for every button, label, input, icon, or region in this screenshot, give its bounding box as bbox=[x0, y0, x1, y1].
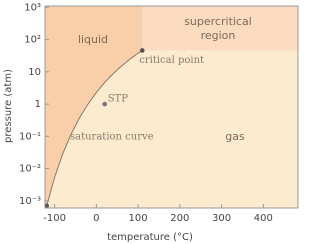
point-label: critical point bbox=[139, 55, 204, 66]
x-tick-label: -100 bbox=[43, 213, 66, 224]
y-tick-label: 1 bbox=[35, 99, 41, 110]
region-label: gas bbox=[225, 130, 245, 143]
liquid-region bbox=[45, 6, 143, 208]
x-tick-label: 200 bbox=[170, 213, 189, 224]
curve-label: saturation curve bbox=[70, 132, 154, 143]
y-tick-label: 10 bbox=[28, 67, 41, 78]
y-axis-label: pressure (atm) bbox=[3, 69, 14, 143]
plot-frame bbox=[44, 5, 299, 209]
y-tick-label: 10³ bbox=[24, 2, 41, 13]
point bbox=[139, 48, 145, 53]
x-tick-label: 100 bbox=[129, 213, 148, 224]
point bbox=[44, 203, 49, 209]
region-label: region bbox=[201, 29, 236, 42]
y-tick-label: 10⁻¹ bbox=[19, 131, 41, 142]
y-tick-label: 10² bbox=[24, 35, 41, 46]
chart: temperature (°C) pressure (atm) critical… bbox=[3, 2, 299, 243]
x-tick-label: 400 bbox=[254, 213, 273, 224]
y-tick-label: 10⁻³ bbox=[19, 196, 41, 207]
saturation-curve bbox=[46, 50, 143, 206]
supercritical-region bbox=[142, 6, 298, 51]
x-axis-label: temperature (°C) bbox=[107, 232, 193, 243]
point-label: STP bbox=[108, 94, 129, 105]
x-tick-label: 300 bbox=[212, 213, 231, 224]
region-label: supercritical bbox=[184, 15, 252, 28]
region-label: liquid bbox=[78, 33, 108, 46]
point bbox=[102, 101, 108, 107]
x-tick-label: 0 bbox=[93, 213, 99, 224]
y-tick-label: 10⁻² bbox=[19, 164, 41, 175]
